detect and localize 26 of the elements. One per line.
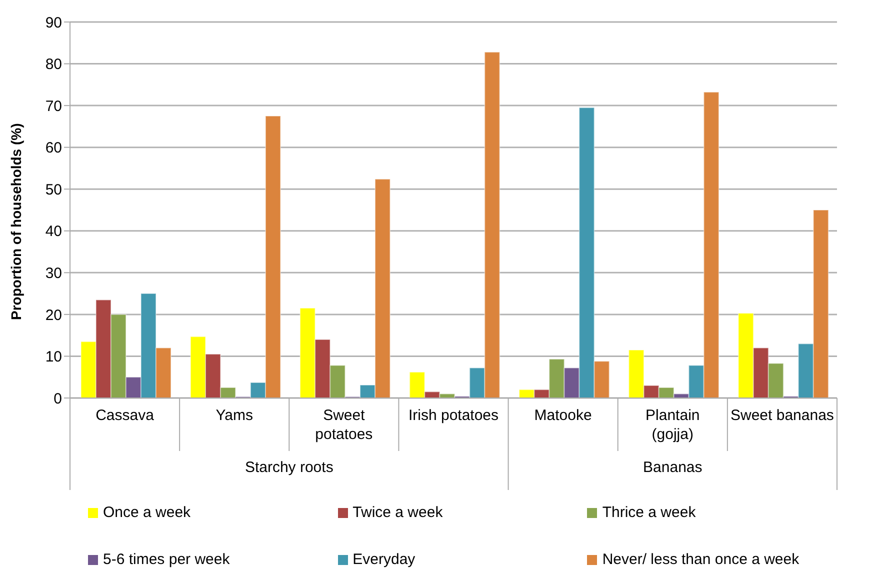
y-tick-label: 30 — [45, 264, 62, 282]
y-tick-label: 60 — [45, 140, 62, 157]
y-tick-label: 40 — [45, 223, 62, 240]
y-tick-label: 20 — [45, 306, 62, 324]
x-tick-label: Yams — [216, 407, 253, 424]
y-tick-label: 90 — [45, 14, 62, 32]
legend-label: Once a week — [103, 504, 191, 521]
x-tick-label: Plantain (gojja) — [646, 407, 700, 443]
text: Bananas — [643, 459, 702, 476]
x-tick-label: Cassava — [96, 407, 155, 424]
x-tick-label: Matooke — [534, 407, 592, 424]
text: Starchy roots — [244, 459, 334, 476]
legend-label: Never/ less than once a week — [602, 551, 800, 568]
x-tick-label: Sweet bananas — [730, 407, 834, 424]
x-tick-label: Irish potatoes — [408, 407, 499, 424]
legend-label: 5-6 times per week — [103, 551, 230, 568]
y-axis-title: Proportion of households (%) — [8, 123, 24, 320]
y-tick-label: 50 — [45, 181, 62, 198]
y-tick-label: 0 — [54, 390, 62, 408]
x-tick-label: Sweet potatoes — [315, 407, 373, 443]
legend-label: Twice a week — [352, 504, 443, 521]
y-tick-label: 70 — [45, 98, 62, 115]
legend-label: Thrice a week — [602, 504, 696, 521]
y-tick-label: 10 — [45, 348, 62, 366]
legend-label: Everyday — [352, 551, 416, 568]
y-tick-label: 80 — [45, 56, 62, 74]
